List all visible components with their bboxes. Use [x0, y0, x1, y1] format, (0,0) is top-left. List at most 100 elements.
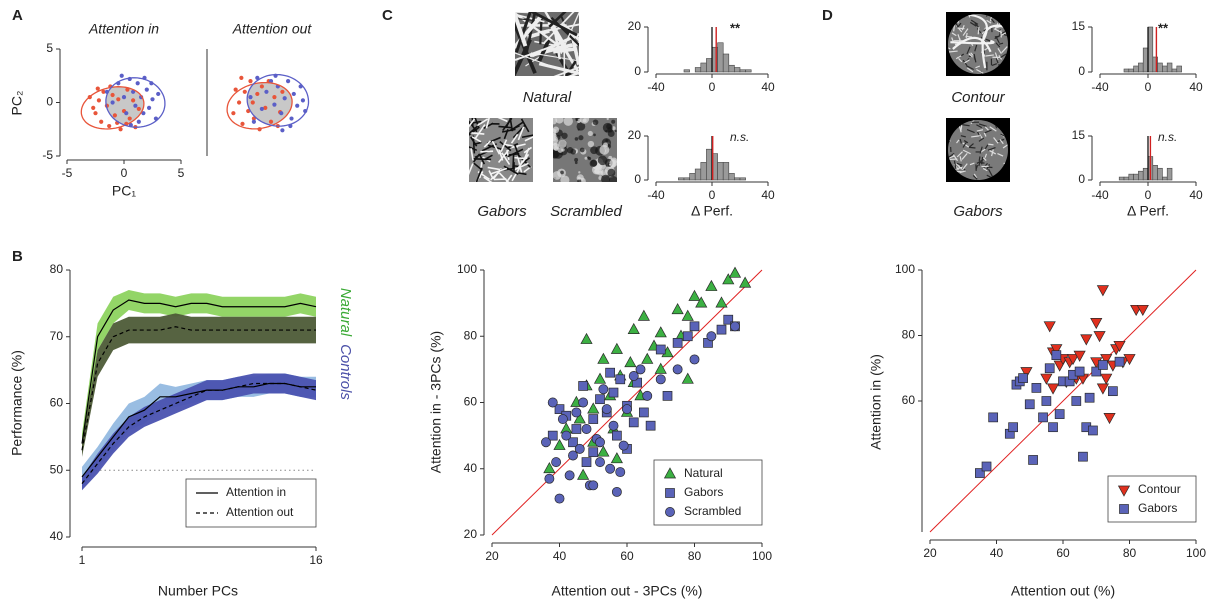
data-point [730, 321, 740, 332]
data-point [728, 266, 742, 278]
data-point [553, 438, 566, 450]
x-axis-label: PC₁ [112, 183, 136, 199]
x-tick-label: 20 [485, 549, 499, 563]
data-point [280, 89, 285, 94]
y-tick-label: 0 [46, 95, 53, 109]
data-point [608, 387, 619, 398]
data-point [124, 111, 129, 116]
data-point [95, 86, 100, 91]
bar [1157, 167, 1163, 181]
data-point [1090, 318, 1103, 330]
x-tick-label: 0 [1145, 80, 1152, 94]
error-band [82, 313, 316, 457]
x-tick-label: -40 [647, 188, 665, 202]
data-point [96, 98, 102, 103]
y-tick-label: 60 [464, 395, 478, 409]
data-point [133, 103, 138, 108]
data-point [268, 79, 274, 84]
data-point [1051, 350, 1062, 360]
data-point [1054, 409, 1065, 419]
annotation: ** [730, 20, 741, 35]
data-point [279, 111, 284, 116]
identity-line [929, 269, 1197, 533]
data-point [557, 414, 568, 425]
data-point [1024, 399, 1035, 410]
y-tick-label: 40 [464, 461, 478, 475]
bar [694, 67, 702, 73]
y-tick-label: 80 [902, 328, 916, 342]
y-tick-label: 15 [1072, 19, 1086, 33]
data-point [1048, 422, 1058, 433]
data-point [99, 119, 104, 124]
legend-box [185, 478, 317, 528]
data-point [672, 364, 683, 375]
bar [745, 69, 752, 73]
x-tick-label: 0 [709, 80, 716, 94]
x-tick-label: 0 [709, 188, 716, 202]
y-tick-label: 20 [628, 19, 642, 33]
data-point [101, 89, 106, 94]
data-point [595, 394, 605, 405]
data-point [581, 424, 592, 434]
data-point [93, 111, 98, 116]
data-point [119, 73, 124, 78]
data-point [1046, 383, 1060, 395]
data-point [295, 103, 300, 108]
data-point [635, 364, 646, 375]
data-point [135, 81, 140, 86]
data-point [259, 106, 264, 112]
data-point [144, 87, 149, 92]
data-point [610, 452, 623, 464]
data-point [654, 362, 667, 374]
bar [1171, 68, 1178, 73]
data-point [706, 331, 717, 342]
legend-box [1107, 475, 1197, 523]
data-point [578, 381, 588, 391]
y-tick-label: 20 [464, 527, 478, 541]
data-point [722, 273, 735, 285]
data-point [624, 356, 637, 368]
data-point [259, 84, 264, 89]
data-point [671, 303, 684, 315]
legend-label: Gabors [684, 485, 723, 499]
bar [694, 168, 702, 181]
bar [734, 177, 741, 181]
data-point [554, 493, 565, 504]
data-point [641, 352, 654, 364]
y-tick-label: 50 [50, 462, 64, 476]
data-point [248, 95, 253, 100]
data-point [588, 480, 599, 491]
bar [1128, 173, 1134, 181]
data-point [1050, 344, 1063, 356]
ellipse [105, 77, 166, 128]
bar [734, 67, 741, 73]
x-tick-label: 5 [178, 166, 185, 180]
data-point [655, 344, 666, 355]
bar [717, 42, 724, 73]
data-point [233, 87, 238, 92]
data-point [127, 116, 132, 121]
legend-marker [1119, 504, 1129, 514]
y-tick-label: 100 [457, 262, 477, 276]
data-point [554, 404, 565, 414]
bar [700, 162, 707, 181]
bar [1142, 167, 1149, 181]
data-point [988, 412, 999, 423]
bar [1176, 65, 1182, 73]
data-point [91, 105, 96, 110]
data-point [251, 119, 256, 124]
x-tick-label: 80 [1123, 546, 1137, 560]
data-point [1123, 354, 1136, 366]
x-tick-label: 16 [309, 553, 323, 567]
bar [728, 64, 735, 73]
data-point [136, 119, 141, 124]
data-point [544, 473, 555, 484]
legend-marker [663, 467, 677, 479]
data-point [1088, 425, 1098, 436]
data-point [1136, 304, 1149, 317]
ellipse [246, 73, 310, 127]
stimulus-image [553, 118, 617, 182]
data-point [608, 420, 619, 431]
data-point [1100, 373, 1113, 385]
data-point [263, 105, 268, 110]
